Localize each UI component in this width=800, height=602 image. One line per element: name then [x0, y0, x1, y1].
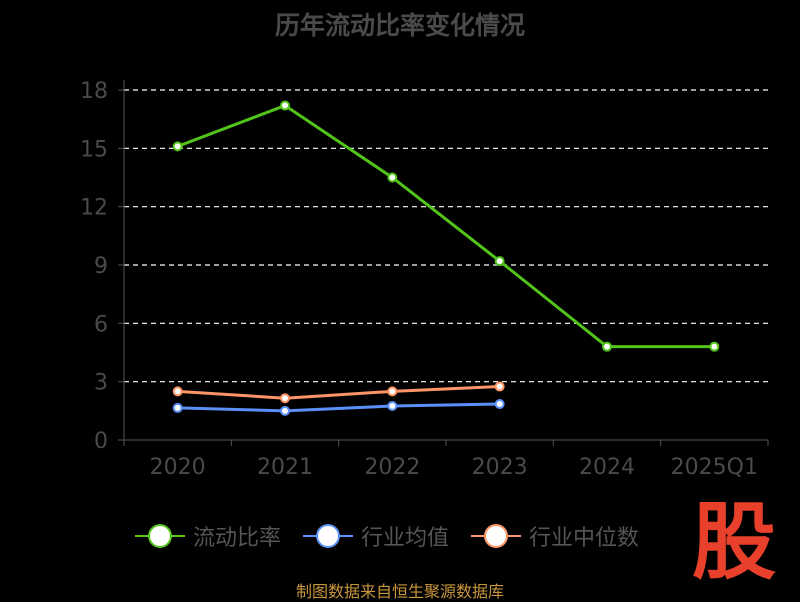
data-point	[280, 405, 290, 416]
series-line	[177, 402, 500, 413]
x-tick-label: 2023	[472, 455, 528, 480]
data-point	[494, 399, 505, 410]
legend-item-current-ratio[interactable]: 流动比率	[135, 520, 281, 552]
legend-label: 行业均值	[361, 526, 450, 551]
data-point	[172, 386, 183, 397]
data-point	[280, 100, 290, 111]
x-tick-label: 2022	[364, 455, 420, 480]
x-tick-label: 2024	[579, 455, 635, 480]
legend-marker-icon	[471, 524, 522, 548]
legend-item-industry-median[interactable]: 行业中位数	[471, 520, 639, 552]
legend-marker-icon	[303, 524, 354, 548]
data-point	[494, 256, 505, 267]
data-point	[602, 341, 612, 352]
x-tick-label: 2020	[150, 455, 206, 480]
data-source-note: 制图数据来自恒生聚源数据库	[295, 582, 504, 601]
y-tick-label: 18	[80, 79, 108, 104]
data-point	[387, 400, 398, 411]
brand-logo: 股	[692, 493, 777, 591]
legend-label: 流动比率	[193, 526, 282, 551]
chart-title: 历年流动比率变化情况	[274, 11, 525, 40]
data-point	[494, 381, 505, 392]
data-point	[280, 393, 290, 404]
series-line	[177, 385, 500, 400]
legend: 流动比率 行业均值 行业中位数	[135, 520, 639, 552]
data-point	[172, 402, 183, 413]
x-tick-label: 2025Q1	[671, 455, 758, 480]
y-tick-label: 15	[80, 137, 108, 162]
y-tick-label: 12	[80, 196, 108, 221]
data-point	[709, 341, 720, 352]
legend-label: 行业中位数	[529, 526, 640, 551]
data-point	[387, 172, 398, 183]
data-point	[172, 141, 183, 152]
x-tick-label: 2021	[257, 455, 313, 480]
y-tick-label: 3	[94, 371, 108, 396]
y-tick-label: 9	[94, 254, 108, 279]
legend-marker-icon	[135, 524, 185, 548]
y-tick-label: 6	[94, 312, 108, 337]
y-tick-label: 0	[94, 429, 108, 454]
series-line	[177, 103, 715, 349]
legend-item-industry-mean[interactable]: 行业均值	[303, 520, 449, 552]
data-point	[387, 386, 398, 397]
